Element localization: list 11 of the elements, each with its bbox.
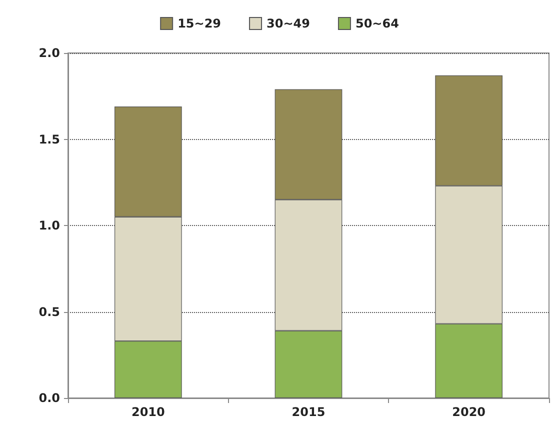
y-tick-label: 1.5 <box>38 132 60 146</box>
y-tick-label: 2.0 <box>38 46 60 60</box>
legend-label: 30~49 <box>266 16 310 30</box>
y-tick-label: 0.0 <box>38 391 60 405</box>
y-tick-label: 0.5 <box>38 304 60 319</box>
x-tick-label: 2020 <box>452 405 486 419</box>
x-tick-label: 2010 <box>131 405 165 419</box>
legend-label: 50~64 <box>355 16 399 30</box>
legend-label: 15~29 <box>178 16 222 30</box>
x-tick-label: 2015 <box>292 405 326 419</box>
y-tick-label: 1.0 <box>38 218 60 232</box>
